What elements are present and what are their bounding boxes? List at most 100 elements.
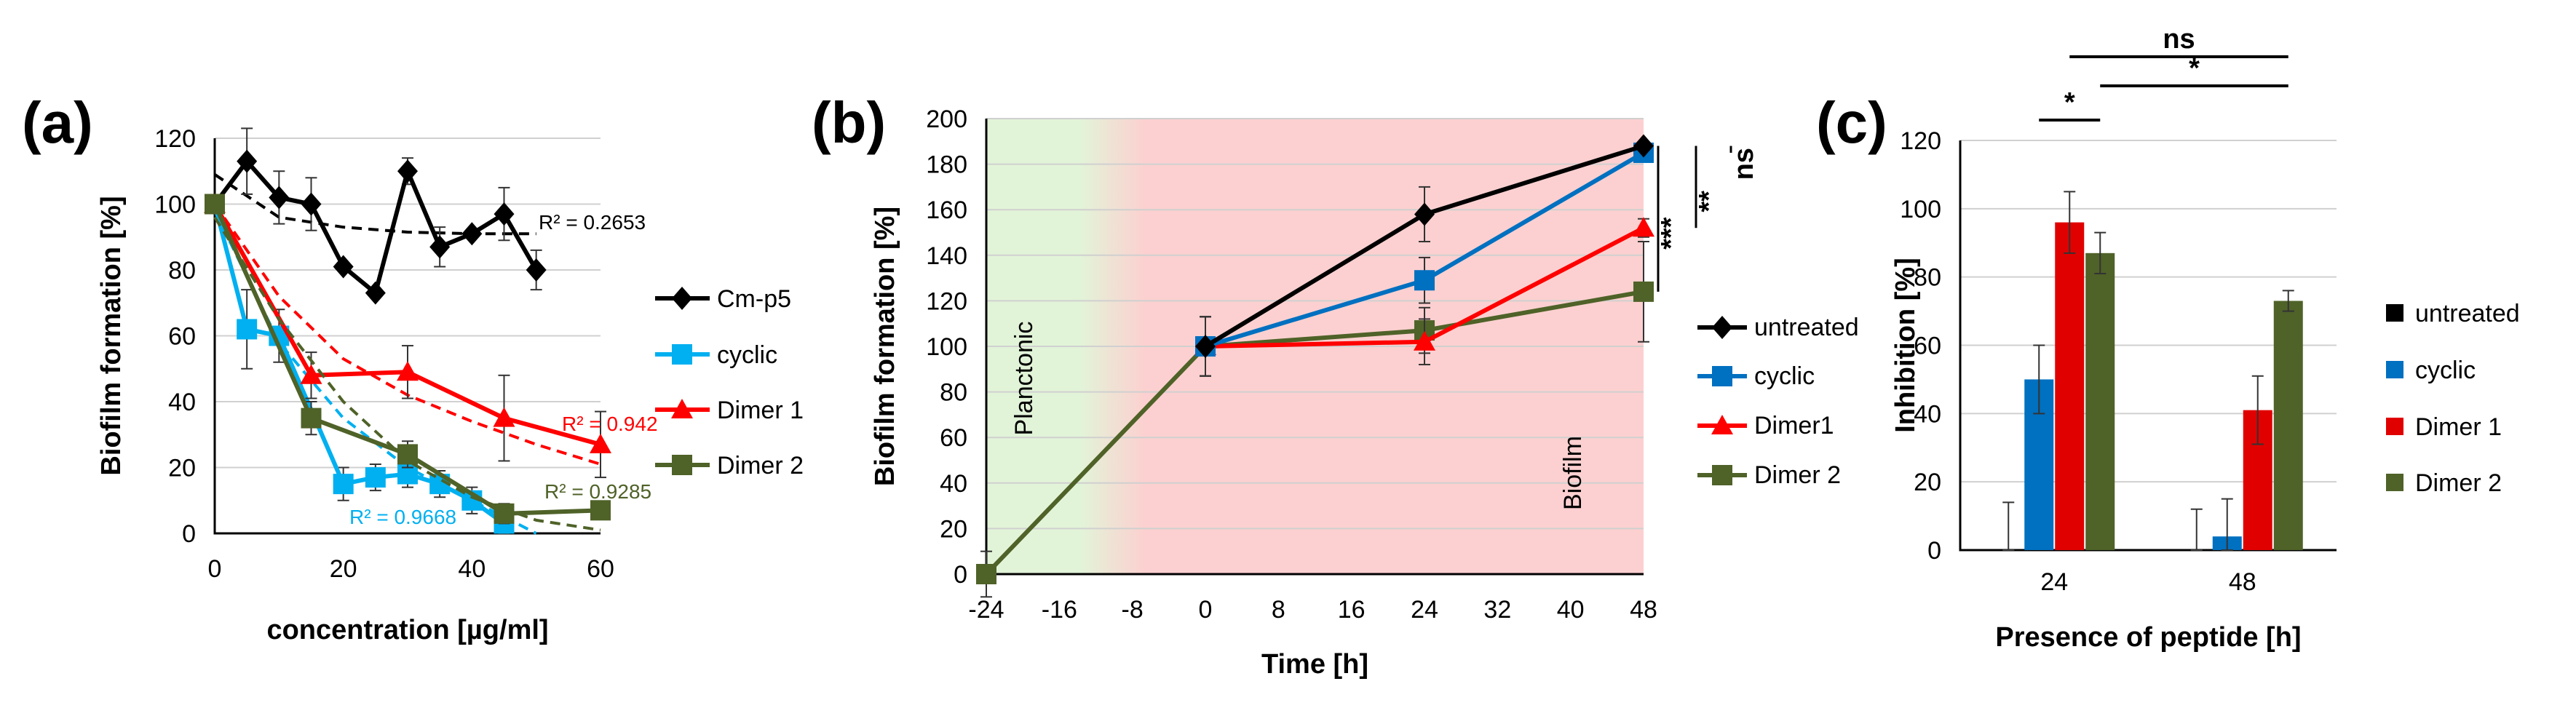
panel-a: (a) 0 20 40 60 80 100 120 0 20 40 60 concentration [… (22, 90, 804, 645)
x-axis-label: Time [h] (1261, 649, 1368, 680)
legend-label-untreated: untreated (1754, 314, 1859, 341)
y-tick-label: 100 (926, 333, 967, 361)
x-tick-label: 16 (1338, 596, 1366, 624)
significance: **ns (2039, 24, 2288, 122)
bar-dimer-2-24 (2085, 231, 2115, 550)
y-tick-label: 20 (940, 515, 967, 543)
x-tick-label: 24 (2040, 568, 2068, 596)
panel-label: (a) (22, 90, 93, 155)
significance: *****ns (1656, 146, 1759, 292)
x-tick-label: 8 (1272, 596, 1285, 624)
x-tick-label: 48 (1630, 596, 1657, 624)
y-tick-label: 120 (926, 287, 967, 315)
legend-label-cyclic: cyclic (717, 341, 777, 369)
y-tick-label: 0 (954, 561, 967, 589)
legend-label-cyclic: cyclic (2415, 357, 2476, 384)
data-point (590, 433, 611, 453)
y-tick-label: 60 (1914, 333, 1941, 360)
x-tick-label: 0 (1199, 596, 1213, 624)
y-tick-label: 80 (168, 257, 196, 285)
data-point (333, 474, 354, 495)
x-axis-label: Presence of peptide [h] (1995, 622, 2301, 653)
r-squared-label: R² = 0.9285 (544, 480, 651, 503)
bar-untreated-48 (2190, 508, 2203, 551)
x-tick-label: -24 (968, 596, 1004, 624)
region-label-planctonic: Planctonic (1010, 322, 1038, 436)
legend: Cm-p5 cyclic Dimer 1 Dimer 2 (655, 285, 804, 480)
panel-label: (c) (1816, 90, 1887, 155)
significance-label: * (2189, 53, 2200, 84)
legend-swatch-untreated (2386, 304, 2403, 322)
legend-swatch-dimer-2 (2386, 474, 2403, 491)
x-tick-label: 48 (2229, 568, 2256, 596)
legend-label-dimer1: Dimer1 (1754, 412, 1834, 439)
y-tick-label: 120 (154, 125, 196, 153)
data-point (1414, 202, 1435, 226)
x-tick-label: 32 (1483, 596, 1511, 624)
x-tick-label: 24 (1411, 596, 1438, 624)
legend-swatch-cyclic (2386, 361, 2403, 378)
y-tick-label: 80 (940, 379, 967, 407)
significance-label: ns (1729, 148, 1759, 180)
data-point (397, 444, 418, 465)
data-point (365, 467, 386, 488)
bar-dimer-1-48 (2243, 375, 2272, 550)
legend-marker-dimer1 (1711, 415, 1733, 434)
legend: untreated cyclic Dimer1 Dimer 2 (1697, 314, 1859, 489)
line-dimer-2 (984, 289, 1644, 576)
legend-marker-cyclic (672, 344, 692, 365)
y-tick-label: 0 (182, 520, 196, 548)
data-point (429, 235, 451, 259)
x-tick-label: 40 (1557, 596, 1585, 624)
region-label-biofilm: Biofilm (1559, 436, 1587, 510)
y-tick-label: 160 (926, 196, 967, 224)
legend-label-dimer-1: Dimer 1 (2415, 413, 2502, 441)
y-tick-label: 60 (940, 424, 967, 452)
r-squared-label: R² = 0.9668 (349, 506, 456, 528)
data-point (1414, 330, 1435, 351)
data-point (526, 258, 547, 282)
data-point (494, 202, 515, 226)
bar-dimer-1-24 (2055, 191, 2085, 550)
bar-dimer-2-48 (2273, 290, 2303, 550)
data-point (397, 159, 418, 183)
bar-cyclic-48 (2212, 498, 2242, 551)
line-cyclic (213, 203, 506, 525)
trendline-dimer-2 (213, 216, 601, 532)
legend-label-cyclic: cyclic (1754, 362, 1815, 390)
y-tick-label: 100 (1900, 196, 1941, 223)
panel-label: (b) (812, 90, 886, 155)
series-dimer-2: R² = 0.9285 (205, 194, 651, 532)
data-point (976, 564, 996, 584)
bar (2055, 222, 2085, 550)
x-tick-label: -16 (1042, 596, 1077, 624)
data-point (301, 192, 322, 216)
y-axis-label: Inhibition [%] (1890, 258, 1921, 433)
data-point (237, 319, 258, 340)
panel-b: (b) 0 20 40 60 80 100 120 140 160 180 200 -24 -16 -8 0 8… (812, 90, 1859, 680)
data-point (205, 194, 225, 215)
y-tick-label: 20 (168, 455, 196, 482)
data-point (590, 500, 611, 521)
legend-label-dimer-2: Dimer 2 (1754, 461, 1841, 489)
data-point (494, 503, 515, 524)
significance-label: ns (2163, 24, 2195, 55)
legend-marker-untreated (1712, 316, 1732, 339)
y-axis-label: Biofilm formation [%] (870, 207, 900, 486)
legend-label-dimer-1: Dimer 1 (717, 397, 804, 424)
legend-marker-cyclic (1712, 366, 1732, 386)
y-tick-label: 40 (1914, 400, 1941, 428)
data-point (493, 407, 515, 427)
data-point (333, 255, 354, 279)
y-tick-label: 20 (1914, 469, 1941, 496)
data-point (461, 222, 483, 246)
y-tick-label: 140 (926, 242, 967, 270)
data-point (237, 149, 258, 173)
legend-marker-dimer-1 (671, 399, 693, 418)
x-tick-label: 40 (458, 555, 486, 583)
data-point (300, 364, 322, 384)
y-tick-label: 180 (926, 151, 967, 179)
significance-label: ** (1694, 191, 1724, 212)
r-squared-label: R² = 0.2653 (539, 211, 646, 234)
